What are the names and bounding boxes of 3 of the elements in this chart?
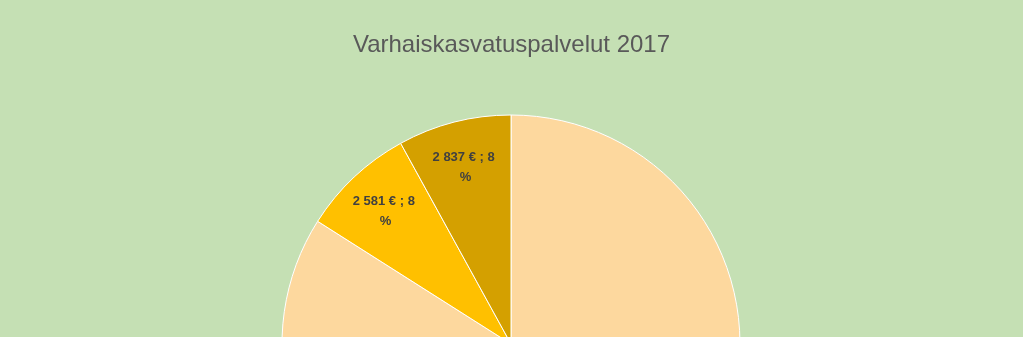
chart-title: Varhaiskasvatuspalvelut 2017 (352, 29, 671, 57)
data-label: 2 581 € ; 8 % (352, 192, 419, 228)
data-label: 2 837 € ; 8 % (432, 149, 499, 185)
